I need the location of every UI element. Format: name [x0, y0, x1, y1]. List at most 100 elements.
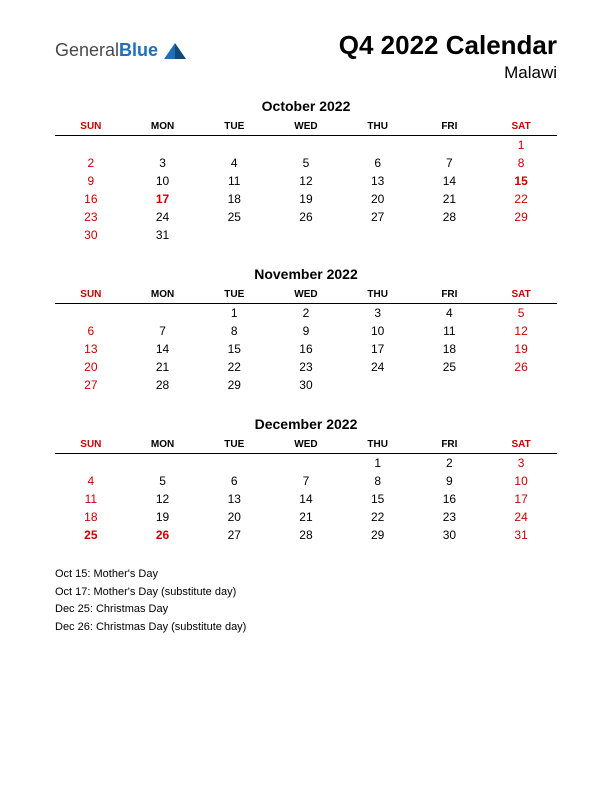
calendar-cell: 5	[485, 304, 557, 323]
calendar-cell	[342, 226, 414, 244]
calendar-cell: 22	[485, 190, 557, 208]
calendar-cell: 23	[414, 508, 486, 526]
calendar-cell: 4	[55, 472, 127, 490]
calendar-row: 20212223242526	[55, 358, 557, 376]
calendar-cell: 9	[270, 322, 342, 340]
calendar-cell: 10	[127, 172, 199, 190]
calendar-cell	[270, 136, 342, 155]
day-header: FRI	[414, 118, 486, 136]
calendar-cell: 5	[270, 154, 342, 172]
calendar-cell: 4	[414, 304, 486, 323]
day-header: SUN	[55, 436, 127, 454]
calendar-cell: 30	[270, 376, 342, 394]
calendar-cell: 11	[55, 490, 127, 508]
calendar-cell: 22	[342, 508, 414, 526]
calendar-cell: 29	[342, 526, 414, 544]
day-header: SAT	[485, 286, 557, 304]
calendar-cell: 22	[198, 358, 270, 376]
month-title: October 2022	[55, 98, 557, 114]
calendar-cell: 28	[414, 208, 486, 226]
calendar-row: 23242526272829	[55, 208, 557, 226]
calendar-row: 12345	[55, 304, 557, 323]
calendar-row: 2345678	[55, 154, 557, 172]
calendar-cell	[55, 454, 127, 473]
calendar-cell: 10	[342, 322, 414, 340]
calendar-cell	[127, 304, 199, 323]
calendar-cell: 21	[270, 508, 342, 526]
day-header: SAT	[485, 436, 557, 454]
calendar-cell: 15	[485, 172, 557, 190]
calendar-cell: 15	[342, 490, 414, 508]
calendar-cell	[55, 136, 127, 155]
holiday-entry: Oct 17: Mother's Day (substitute day)	[55, 584, 557, 601]
calendar-row: 9101112131415	[55, 172, 557, 190]
calendar-cell: 12	[485, 322, 557, 340]
calendar-table: SUNMONTUEWEDTHUFRISAT1234567891011121314…	[55, 118, 557, 244]
calendar-cell: 13	[342, 172, 414, 190]
calendar-cell: 29	[198, 376, 270, 394]
calendar-cell	[485, 376, 557, 394]
calendar-cell: 27	[55, 376, 127, 394]
calendar-cell: 14	[127, 340, 199, 358]
calendar-row: 123	[55, 454, 557, 473]
day-header: WED	[270, 286, 342, 304]
calendar-cell: 20	[198, 508, 270, 526]
calendar-cell: 31	[127, 226, 199, 244]
calendar-row: 3031	[55, 226, 557, 244]
calendar-cell: 25	[198, 208, 270, 226]
calendar-row: 25262728293031	[55, 526, 557, 544]
calendar-cell: 17	[342, 340, 414, 358]
day-header: TUE	[198, 118, 270, 136]
calendar-cell: 21	[127, 358, 199, 376]
calendar-row: 6789101112	[55, 322, 557, 340]
calendar-row: 1	[55, 136, 557, 155]
calendar-cell: 2	[414, 454, 486, 473]
calendar-row: 27282930	[55, 376, 557, 394]
holiday-entry: Dec 25: Christmas Day	[55, 601, 557, 618]
day-header: WED	[270, 436, 342, 454]
calendar-cell	[485, 226, 557, 244]
calendar-cell: 26	[270, 208, 342, 226]
calendar-cell: 8	[198, 322, 270, 340]
calendar-cell: 8	[485, 154, 557, 172]
calendar-cell: 24	[485, 508, 557, 526]
calendar-row: 18192021222324	[55, 508, 557, 526]
calendar-cell: 5	[127, 472, 199, 490]
calendar-cell: 11	[414, 322, 486, 340]
month-block: December 2022SUNMONTUEWEDTHUFRISAT123456…	[55, 416, 557, 544]
calendar-cell: 30	[55, 226, 127, 244]
calendar-cell: 18	[414, 340, 486, 358]
calendar-cell: 30	[414, 526, 486, 544]
months-container: October 2022SUNMONTUEWEDTHUFRISAT1234567…	[55, 98, 557, 544]
page-title: Q4 2022 Calendar	[339, 30, 557, 61]
calendar-cell: 3	[485, 454, 557, 473]
title-block: Q4 2022 Calendar Malawi	[339, 30, 557, 83]
calendar-cell	[414, 376, 486, 394]
calendar-cell: 9	[414, 472, 486, 490]
calendar-cell: 10	[485, 472, 557, 490]
calendar-cell: 19	[127, 508, 199, 526]
calendar-table: SUNMONTUEWEDTHUFRISAT1234567891011121314…	[55, 286, 557, 394]
calendar-cell: 26	[127, 526, 199, 544]
day-header: FRI	[414, 436, 486, 454]
calendar-cell: 28	[270, 526, 342, 544]
calendar-cell: 1	[485, 136, 557, 155]
calendar-cell	[342, 136, 414, 155]
day-header: THU	[342, 118, 414, 136]
day-header: MON	[127, 436, 199, 454]
day-header: SAT	[485, 118, 557, 136]
calendar-cell: 11	[198, 172, 270, 190]
calendar-cell: 12	[127, 490, 199, 508]
day-header: SUN	[55, 118, 127, 136]
calendar-cell: 23	[270, 358, 342, 376]
calendar-cell: 16	[414, 490, 486, 508]
calendar-cell: 20	[55, 358, 127, 376]
calendar-cell: 2	[270, 304, 342, 323]
calendar-cell: 14	[270, 490, 342, 508]
calendar-cell: 7	[414, 154, 486, 172]
day-header: FRI	[414, 286, 486, 304]
day-header: SUN	[55, 286, 127, 304]
calendar-cell: 24	[342, 358, 414, 376]
calendar-cell: 21	[414, 190, 486, 208]
calendar-cell: 3	[127, 154, 199, 172]
